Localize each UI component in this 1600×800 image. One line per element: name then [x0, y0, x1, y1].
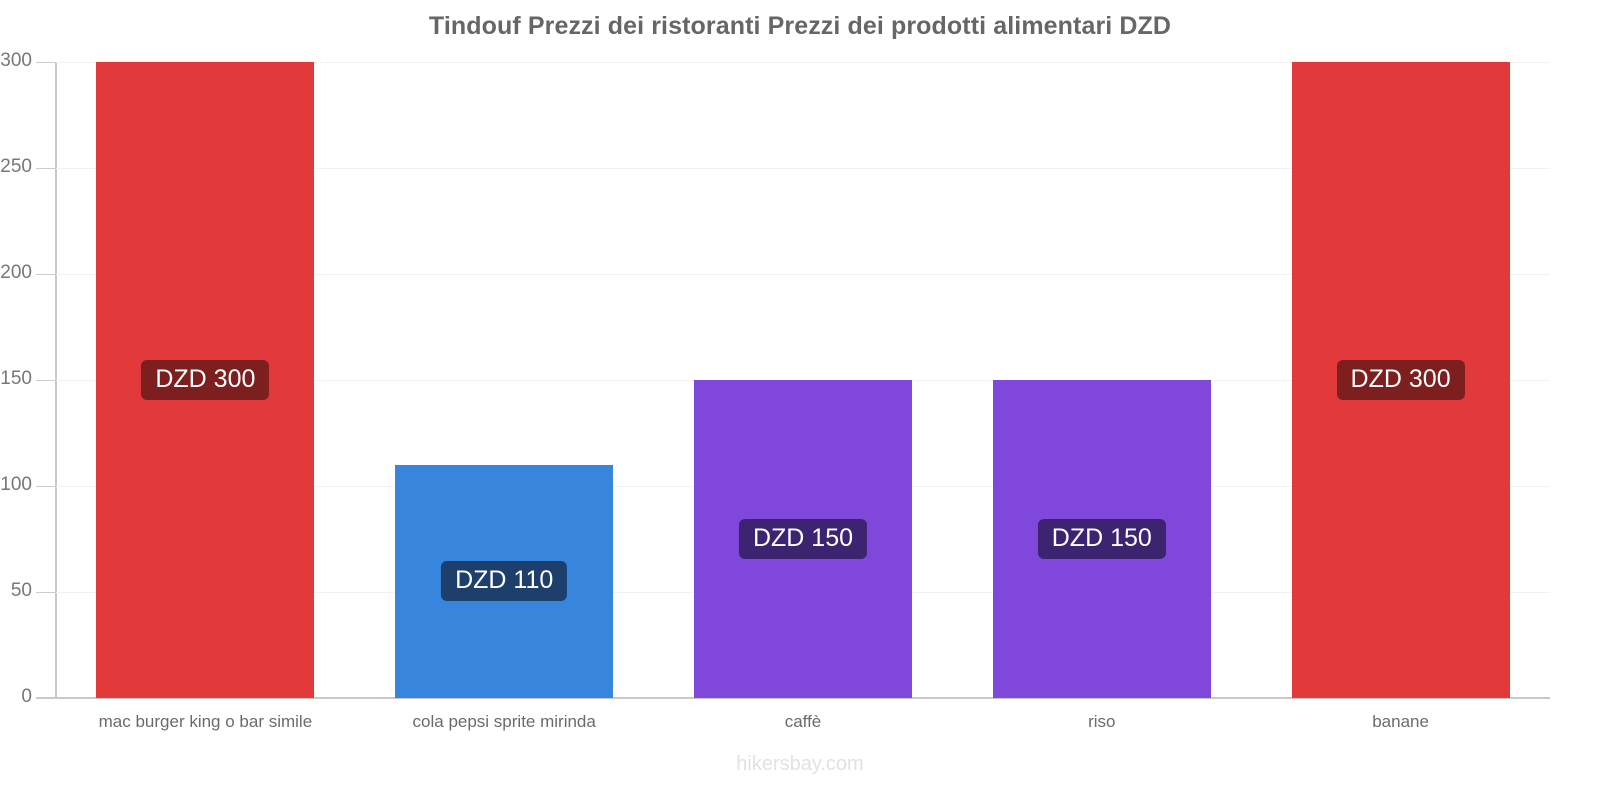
bar[interactable]: DZD 300 [96, 62, 315, 698]
y-tick-mark [36, 62, 56, 63]
x-axis-category-label: banane [1372, 712, 1429, 731]
gridline [56, 274, 1550, 275]
gridline [56, 62, 1550, 63]
y-tick-mark [36, 380, 56, 381]
y-tick-mark [36, 168, 56, 169]
y-tick-label: 300 [0, 50, 32, 71]
x-axis-category-label: cola pepsi sprite mirinda [412, 712, 596, 731]
bar[interactable]: DZD 150 [992, 380, 1211, 698]
bar[interactable]: DZD 110 [395, 464, 614, 698]
watermark: hikersbay.com [736, 753, 864, 775]
y-tick-label: 0 [21, 686, 32, 707]
page-title: Tindouf Prezzi dei ristoranti Prezzi dei… [428, 12, 1172, 40]
bar-value-label: DZD 300 [1336, 360, 1465, 400]
bar-value-label: DZD 150 [738, 519, 868, 559]
bar[interactable]: DZD 150 [693, 380, 913, 698]
y-tick-label: 200 [0, 262, 32, 283]
y-tick-label: 50 [10, 580, 32, 601]
y-tick-label: 150 [0, 368, 32, 389]
x-axis-category-label: mac burger king o bar simile [98, 712, 313, 731]
y-tick-mark [36, 698, 56, 699]
x-axis-category-label: riso [1088, 712, 1116, 731]
bar-value-label: DZD 110 [441, 561, 568, 602]
bar[interactable]: DZD 300 [1291, 62, 1510, 698]
x-axis-category-label: caffè [784, 712, 822, 731]
y-tick-mark [36, 486, 56, 487]
gridline [56, 168, 1550, 169]
bar-value-label: DZD 150 [1037, 519, 1166, 559]
plot-area: DZD 300 DZD 110 DZD 150 DZD 150 DZD 300 [56, 62, 1550, 698]
y-tick-mark [36, 592, 56, 593]
bar-value-label: DZD 300 [141, 360, 270, 400]
x-axis-line [36, 697, 1550, 699]
y-tick-label: 250 [0, 156, 32, 177]
y-tick-mark [36, 274, 56, 275]
y-tick-label: 100 [0, 474, 32, 495]
